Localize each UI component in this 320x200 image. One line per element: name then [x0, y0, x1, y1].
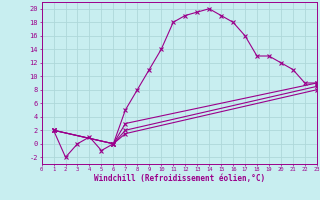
X-axis label: Windchill (Refroidissement éolien,°C): Windchill (Refroidissement éolien,°C)	[94, 174, 265, 183]
